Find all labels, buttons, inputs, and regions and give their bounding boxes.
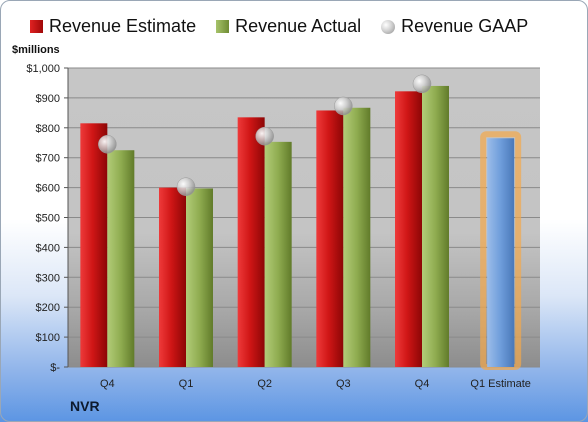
point-revenue-gaap (255, 126, 274, 146)
y-tick-label: $900 (36, 93, 60, 105)
bar-revenue-estimate (159, 187, 186, 367)
y-tick-label: $- (50, 362, 60, 374)
y-tick-label: $300 (36, 272, 60, 284)
legend-swatch-estimate (30, 20, 43, 33)
x-tick-label: Q1 Estimate (470, 378, 531, 390)
bar-revenue-estimate (395, 91, 422, 368)
bar-revenue-estimate (316, 110, 344, 367)
legend-label-gaap: Revenue GAAP (401, 16, 529, 36)
y-tick-label: $800 (36, 123, 60, 135)
legend-swatch-gaap (381, 19, 396, 34)
y-axis-units-label: $millions (12, 44, 60, 56)
legend-item-actual: Revenue Actual (216, 16, 361, 37)
bar-revenue-estimate (237, 117, 265, 368)
bar-revenue-actual (343, 107, 371, 367)
x-tick-label: Q2 (257, 378, 272, 390)
y-tick-label: $200 (36, 302, 60, 314)
point-revenue-gaap (176, 177, 196, 196)
legend-label-estimate: Revenue Estimate (49, 16, 197, 36)
y-tick-label: $400 (36, 242, 60, 254)
y-tick-label: $600 (36, 183, 60, 195)
legend-swatch-actual (216, 20, 230, 33)
y-tick-label: $700 (36, 153, 60, 165)
y-tick-label: $1,000 (26, 63, 60, 75)
legend: Revenue Estimate Revenue Actual Revenue … (30, 16, 528, 37)
point-revenue-gaap (98, 134, 117, 154)
legend-label-actual: Revenue Actual (235, 16, 362, 36)
y-tick-label: $500 (36, 213, 60, 225)
point-revenue-gaap (412, 74, 432, 94)
y-tick-label: $100 (36, 332, 60, 344)
point-revenue-gaap (334, 96, 353, 116)
bar-revenue-actual (264, 141, 292, 367)
x-tick-label: Q4 (415, 378, 430, 390)
x-tick-label: Q3 (336, 378, 351, 390)
company-name: NVR (70, 398, 100, 414)
bar-revenue-actual (422, 85, 449, 367)
legend-item-estimate: Revenue Estimate (30, 16, 196, 37)
legend-item-gaap: Revenue GAAP (381, 16, 528, 37)
bar-revenue-actual (186, 188, 213, 367)
bar-revenue-estimate (80, 123, 108, 367)
bar-revenue-estimate-forecast (487, 138, 515, 367)
x-tick-label: Q1 (179, 378, 194, 390)
x-tick-label: Q4 (100, 378, 115, 390)
bar-revenue-actual (107, 150, 135, 367)
